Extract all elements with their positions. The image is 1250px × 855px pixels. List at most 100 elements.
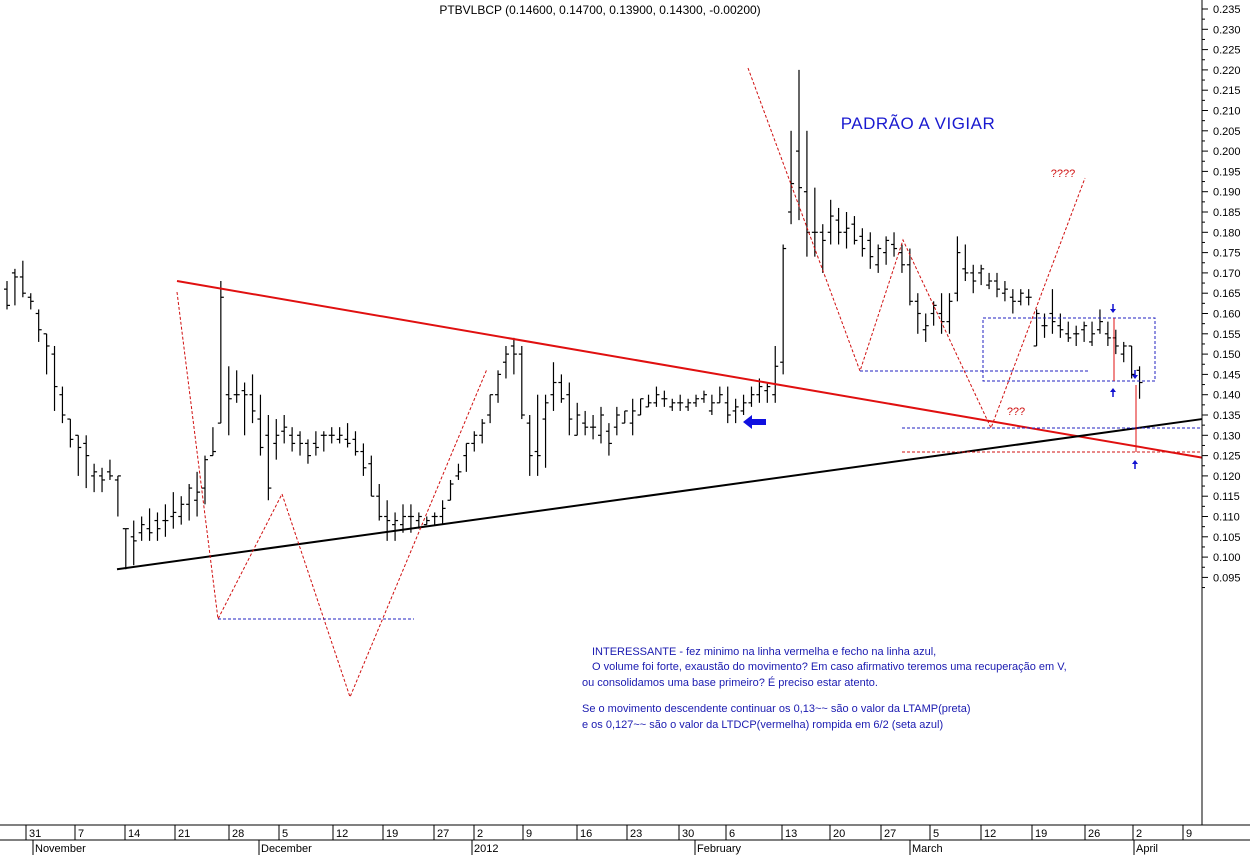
ohlc-bar (930, 301, 937, 326)
ohlc-bar (811, 187, 818, 257)
ohlc-bar (835, 207, 842, 245)
ohlc-bar (875, 244, 882, 273)
ohlc-bar (225, 366, 232, 436)
note-line-5: Se o movimento descendente continuar os … (582, 703, 970, 715)
ohlc-bar (400, 504, 406, 533)
ohlc-bar (336, 427, 343, 444)
x-day-label: 19 (386, 828, 398, 840)
x-day-label: 9 (1186, 828, 1192, 840)
ohlc-bar (392, 512, 399, 541)
ohlc-bar (693, 394, 700, 407)
x-day-label: 31 (29, 828, 41, 840)
x-day-label: 26 (1088, 828, 1100, 840)
y-tick-label: 0.210 (1213, 106, 1241, 118)
ohlc-bar (574, 402, 581, 436)
ohlc-bar (162, 504, 169, 537)
black-uptrend-line (116, 418, 1203, 571)
x-day-label: 12 (984, 828, 996, 840)
chart-title: PTBVLBCP (0.14600, 0.14700, 0.13900, 0.1… (439, 3, 760, 17)
price-bars (4, 69, 1143, 570)
ohlc-bar (368, 455, 375, 497)
ohlc-bar (1009, 289, 1016, 314)
y-tick-label: 0.235 (1213, 4, 1241, 16)
ohlc-bar (669, 398, 676, 411)
y-tick-label: 0.185 (1213, 207, 1241, 219)
ohlc-bar (249, 374, 256, 424)
x-day-label: 2 (1136, 828, 1142, 840)
ohlc-bar (677, 394, 684, 411)
ohlc-bar (257, 394, 264, 456)
ohlc-bar (265, 415, 272, 501)
y-tick-label: 0.160 (1213, 309, 1241, 321)
pattern-overlays (116, 67, 1203, 699)
y-tick-label: 0.230 (1213, 24, 1241, 36)
ohlc-bar (146, 508, 153, 541)
y-tick-label: 0.225 (1213, 45, 1241, 57)
ohlc-bar (819, 224, 826, 273)
note-line-2: O volume foi forte, exaustão do moviment… (592, 661, 1067, 673)
ohlc-bar (463, 442, 470, 472)
ohlc-bar (431, 512, 438, 525)
ohlc-bar (83, 435, 90, 489)
y-tick-label: 0.120 (1213, 471, 1241, 483)
note-line-3: ou consolidamos uma base primeiro? É pre… (582, 676, 878, 689)
y-tick-label: 0.215 (1213, 85, 1241, 97)
ohlc-bar (748, 386, 755, 407)
ohlc-bar (938, 293, 945, 334)
measure-arrow-down (1110, 304, 1116, 313)
ohlc-bar (312, 431, 319, 456)
ohlc-bar (962, 244, 969, 282)
ohlc-bar (740, 394, 747, 415)
x-axis-ticks: 31 7 14 21 28 5 12 19 27 2 9 16 23 30 6 13 20 27 5 12 19 26 2 9… (25, 825, 1192, 855)
y-tick-label: 0.200 (1213, 146, 1241, 158)
x-day-label: 19 (1035, 828, 1047, 840)
ohlc-bar (495, 370, 502, 403)
ohlc-bar (304, 439, 311, 464)
y-tick-label: 0.145 (1213, 369, 1241, 381)
ohlc-bar (423, 516, 430, 526)
x-day-label: 13 (785, 828, 797, 840)
ohlc-bar (867, 232, 874, 269)
ohlc-bar (99, 467, 106, 493)
ohlc-bar (1104, 321, 1111, 346)
ohlc-bar (637, 398, 644, 416)
x-day-label: 16 (580, 828, 592, 840)
ohlc-bar (534, 394, 541, 476)
ohlc-bar (1033, 309, 1040, 347)
ohlc-bar (1049, 289, 1056, 334)
ohlc-bar (891, 232, 898, 257)
x-day-label: 27 (437, 828, 449, 840)
ohlc-bar (455, 463, 462, 480)
y-tick-label: 0.110 (1213, 512, 1240, 524)
x-day-label: 7 (78, 828, 84, 840)
ohlc-bar (526, 415, 533, 476)
ohlc-bar (281, 415, 288, 444)
ohlc-bar (297, 431, 304, 456)
ohlc-bar (582, 410, 589, 436)
ohlc-bar (471, 431, 478, 452)
ohlc-bar (827, 199, 834, 245)
ohlc-bar (35, 309, 42, 342)
ohlc-bar (645, 394, 652, 408)
y-tick-label: 0.105 (1213, 532, 1241, 544)
measure-arrow-down (1132, 370, 1138, 379)
x-day-label: 5 (933, 828, 939, 840)
note-block: INTERESSANTE - fez minimo na linha verme… (582, 646, 1067, 731)
y-tick-label: 0.100 (1213, 552, 1241, 564)
ohlc-bar (716, 386, 723, 404)
ohlc-bar (898, 244, 905, 273)
ohlc-bar (11, 268, 18, 306)
ohlc-bar (91, 463, 98, 493)
zigzag-pattern-line (176, 291, 488, 699)
ohlc-bar (978, 264, 985, 286)
ohlc-bar (851, 216, 858, 245)
x-month-label: April (1136, 843, 1158, 855)
x-day-label: 5 (282, 828, 288, 840)
ohlc-bar (447, 479, 454, 501)
ohlc-bar (700, 390, 707, 403)
ohlc-bar (352, 431, 359, 456)
ohlc-bar (320, 431, 327, 452)
ohlc-bar (1017, 289, 1024, 306)
ohlc-bar (708, 394, 715, 415)
